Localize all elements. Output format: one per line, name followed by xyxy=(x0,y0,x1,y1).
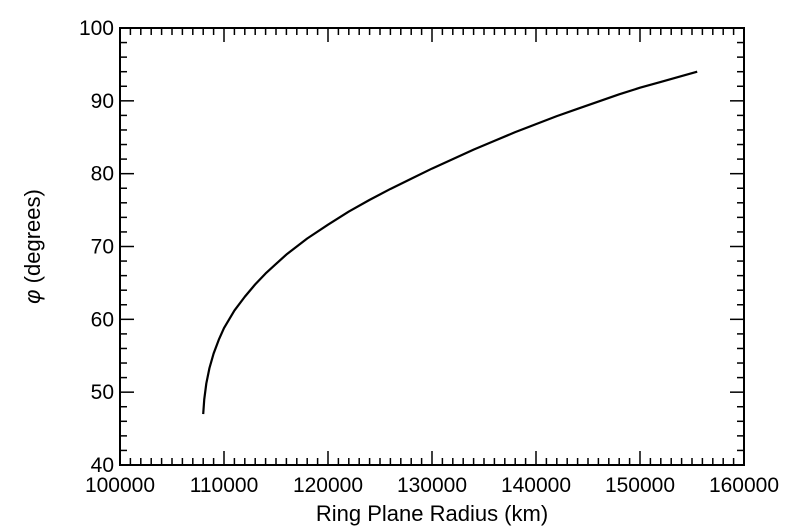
series-line xyxy=(202,70,698,415)
y-tick-label: 100 xyxy=(79,17,114,40)
y-tick-label: 70 xyxy=(91,236,114,259)
y-axis-label-symbol: φ xyxy=(20,289,45,303)
x-tick-label: 140000 xyxy=(501,474,571,497)
x-tick-label: 130000 xyxy=(397,474,467,497)
x-axis-label: Ring Plane Radius (km) xyxy=(316,501,548,526)
tick-labels: 100000 110000 120000 130000 140000 150000 1600… xyxy=(79,17,779,497)
y-tick-label: 40 xyxy=(91,454,114,477)
x-tick-label: 150000 xyxy=(605,474,675,497)
axis-ticks xyxy=(119,27,745,466)
series-group xyxy=(202,70,698,415)
y-axis-label-text: (degrees) xyxy=(20,189,45,289)
x-tick-label: 160000 xyxy=(709,474,779,497)
x-tick-label: 100000 xyxy=(85,474,155,497)
x-tick-label: 110000 xyxy=(190,474,259,497)
x-tick-label: 120000 xyxy=(293,474,363,497)
y-axis-label: φ (degrees) xyxy=(20,189,45,304)
y-tick-label: 90 xyxy=(91,90,114,113)
y-tick-label: 50 xyxy=(91,381,114,404)
y-tick-label: 80 xyxy=(91,163,114,186)
plot-frame xyxy=(119,27,745,466)
y-tick-label: 60 xyxy=(91,308,114,331)
